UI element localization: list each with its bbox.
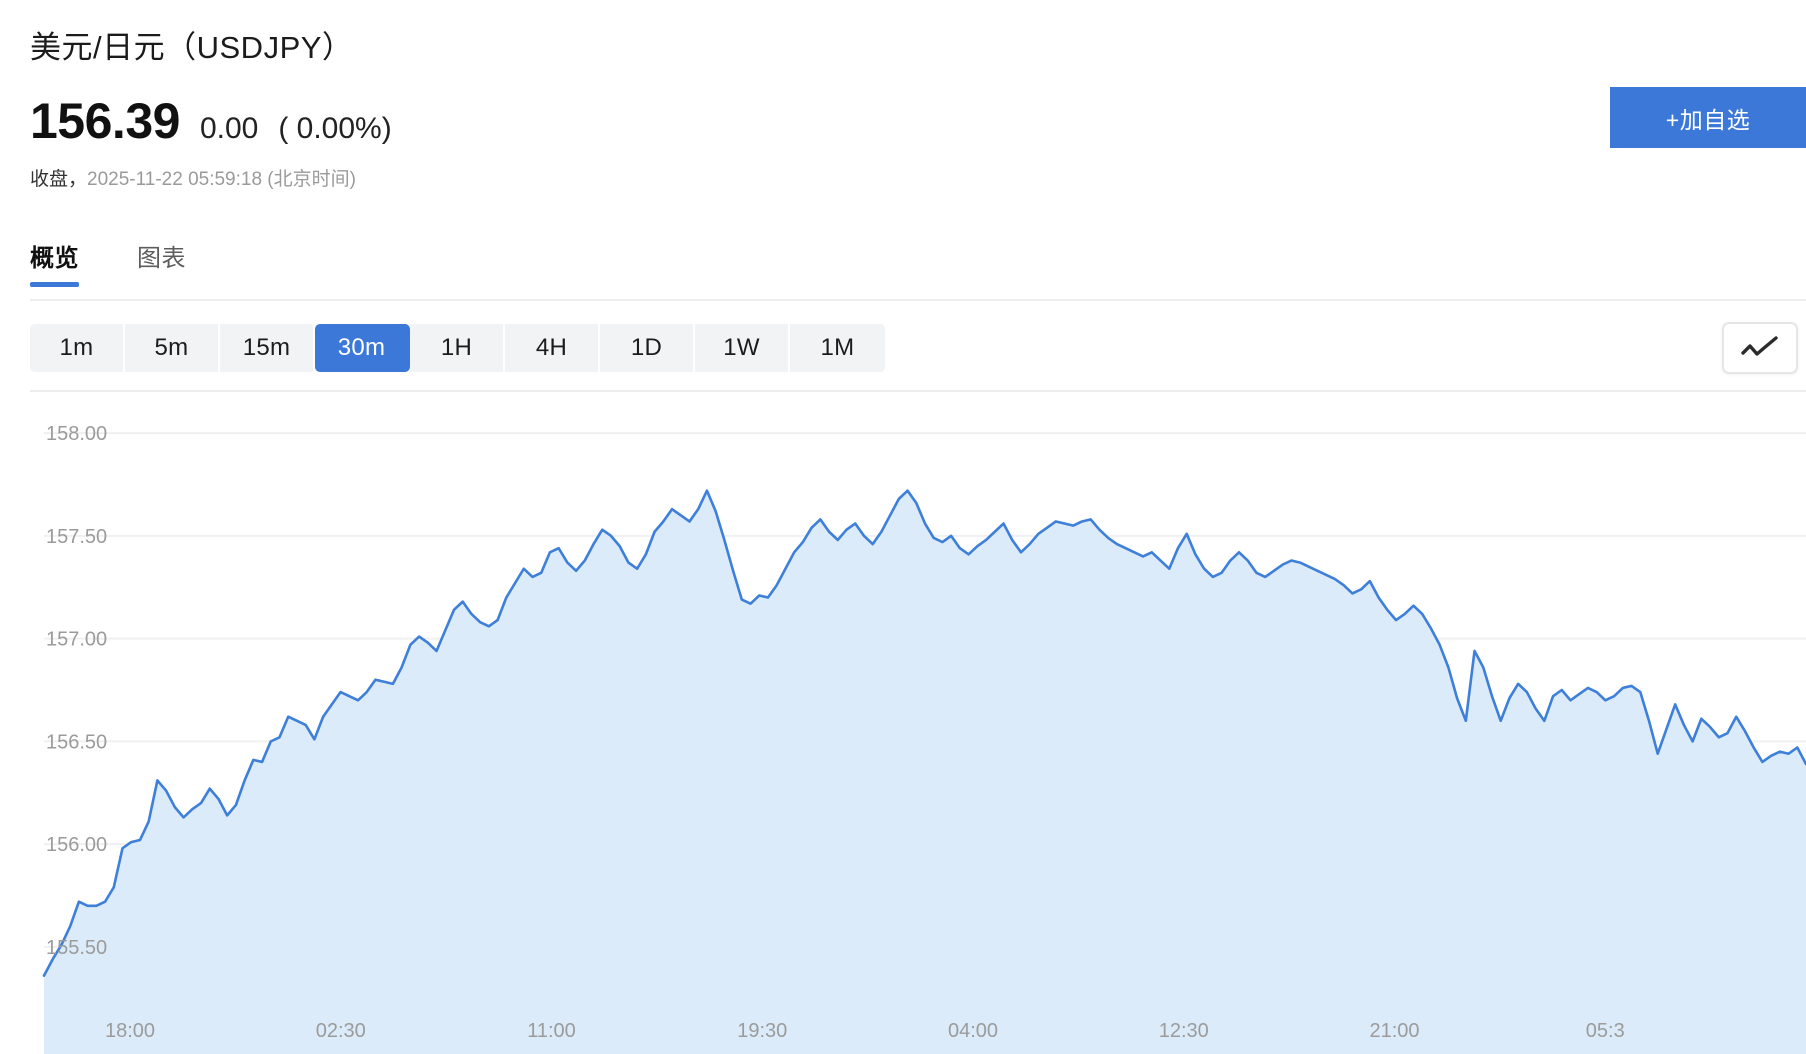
svg-text:12:30: 12:30 xyxy=(1159,1020,1209,1042)
price-area-fill xyxy=(44,490,1806,1054)
status-timestamp: 2025-11-22 05:59:18 (北京时间) xyxy=(87,169,356,190)
status-label: 收盘， xyxy=(30,169,88,190)
svg-text:05:3: 05:3 xyxy=(1586,1020,1625,1042)
price-chart-svg[interactable]: 158.00 157.50 157.00 156.50 156.00 155.50 18:… xyxy=(30,392,1806,1054)
y-axis-labels: 158.00 157.50 157.00 156.50 156.00 155.50 xyxy=(46,423,107,959)
last-price: 156.39 xyxy=(30,93,180,149)
svg-text:18:00: 18:00 xyxy=(105,1020,155,1042)
svg-text:157.50: 157.50 xyxy=(46,526,107,548)
x-axis-labels: 18:00 02:30 11:00 19:30 04:00 12:30 21:00 05:3 xyxy=(105,1020,1625,1042)
tab-charts[interactable]: 图表 xyxy=(137,245,186,272)
timeframe-1M[interactable]: 1M xyxy=(790,324,885,372)
tab-overview[interactable]: 概览 xyxy=(30,238,79,287)
timeframe-1m[interactable]: 1m xyxy=(30,324,125,372)
price-change: 0.00 xyxy=(199,112,259,145)
timeframe-1h[interactable]: 1H xyxy=(410,324,505,372)
timeframe-group: 1m 5m 15m 30m 1H 4H 1D 1W 1M xyxy=(30,324,885,372)
timeframe-30m[interactable]: 30m xyxy=(315,324,410,372)
svg-text:156.50: 156.50 xyxy=(46,731,107,753)
price-row: 156.39 0.00 ( 0.00%) xyxy=(30,92,392,150)
timeframe-1w[interactable]: 1W xyxy=(695,324,790,372)
svg-text:19:30: 19:30 xyxy=(737,1020,787,1042)
chart-toolbar: 1m 5m 15m 30m 1H 4H 1D 1W 1M xyxy=(30,322,1806,374)
price-line xyxy=(42,489,1806,977)
timeframe-5m[interactable]: 5m xyxy=(125,324,220,372)
page-title: 美元/日元（USDJPY） xyxy=(30,30,354,65)
svg-text:21:00: 21:00 xyxy=(1369,1020,1419,1042)
price-change-percent: ( 0.00%) xyxy=(278,112,392,145)
svg-text:158.00: 158.00 xyxy=(46,423,107,445)
svg-text:02:30: 02:30 xyxy=(316,1020,366,1042)
line-chart-icon xyxy=(1741,336,1778,356)
svg-text:155.50: 155.50 xyxy=(46,937,107,959)
instrument-header: 美元/日元（USDJPY） 156.39 0.00 ( 0.00%) 收盘，20… xyxy=(30,26,392,193)
chart-type-button[interactable] xyxy=(1722,322,1798,374)
timeframe-1d[interactable]: 1D xyxy=(600,324,695,372)
market-status: 收盘，2025-11-22 05:59:18 (北京时间) xyxy=(30,167,392,193)
price-chart[interactable]: 158.00 157.50 157.00 156.50 156.00 155.50 18:… xyxy=(30,390,1806,1054)
svg-text:11:00: 11:00 xyxy=(527,1020,576,1042)
timeframe-15m[interactable]: 15m xyxy=(220,324,315,372)
svg-text:157.00: 157.00 xyxy=(46,629,107,651)
svg-text:04:00: 04:00 xyxy=(948,1020,998,1042)
svg-text:156.00: 156.00 xyxy=(46,834,107,856)
section-tabs: 概览 图表 xyxy=(30,238,186,287)
timeframe-4h[interactable]: 4H xyxy=(505,324,600,372)
tabs-divider xyxy=(30,299,1806,301)
add-to-watchlist-button[interactable]: +加自选 xyxy=(1610,87,1806,148)
